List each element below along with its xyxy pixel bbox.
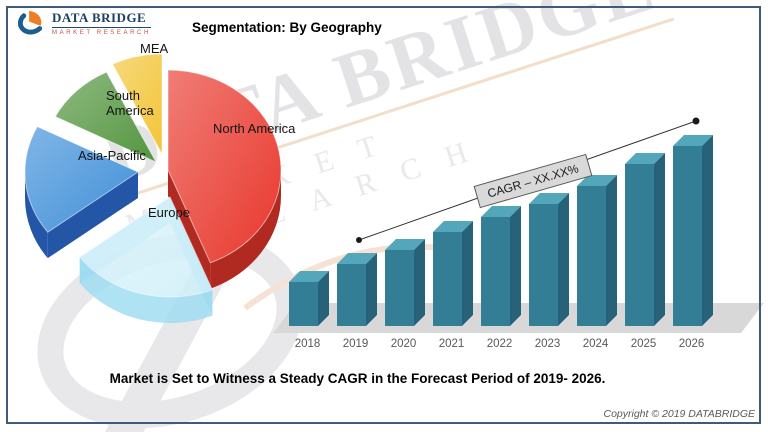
bar-side-2020: [414, 239, 425, 326]
pie-slice-north-america: [167, 69, 282, 264]
headline: Market is Set to Witness a Steady CAGR i…: [109, 371, 606, 386]
bar-top-2020: [385, 239, 425, 250]
bar-2026: [673, 146, 702, 326]
copyright: Copyright © 2019 DATABRIDGE: [603, 408, 756, 420]
pie-slice-cutwall-asia-pacific: [47, 172, 138, 259]
year-label-2023: 2023: [535, 338, 561, 350]
bar-2025: [625, 164, 654, 326]
year-label-2021: 2021: [439, 338, 465, 350]
bar-top-2025: [625, 153, 665, 164]
pie-label-north-america: North America: [213, 121, 296, 136]
trend-dot-start: [356, 237, 362, 243]
bar-side-2026: [702, 135, 713, 326]
bar-top-2021: [433, 221, 473, 232]
bar-top-2023: [529, 193, 569, 204]
pie-slice-side-asia-pacific: [25, 172, 48, 259]
databridge-logo: DATA BRIDGE MARKET RESEARCH: [14, 10, 151, 40]
bar-2018: [289, 282, 318, 326]
pie-slice-side-europe: [79, 257, 213, 323]
pie-label-line: America: [106, 103, 154, 118]
bar-2021: [433, 232, 462, 326]
year-label-2024: 2024: [583, 338, 609, 350]
pie-slice-side-north-america: [210, 170, 281, 289]
year-label-2026: 2026: [679, 338, 705, 350]
bar-2022: [481, 217, 510, 326]
cagr-label: CAGR – XX.XX%: [473, 153, 593, 209]
bar-2023: [529, 204, 558, 326]
bar-side-2024: [606, 175, 617, 326]
pie-slice-cutwall-north-america: [168, 170, 211, 289]
page-title: Segmentation: By Geography: [192, 20, 382, 35]
bar-side-2019: [366, 253, 377, 326]
year-label-2025: 2025: [631, 338, 657, 350]
pie-label-line: South: [106, 88, 140, 103]
pie-label-line: North America: [213, 121, 296, 136]
bar-side-2025: [654, 153, 665, 326]
trend-dot-end: [692, 117, 700, 125]
pie-label-europe: Europe: [148, 205, 190, 220]
year-label-2019: 2019: [343, 338, 369, 350]
bar-top-2024: [577, 175, 617, 186]
pie-label-asia-pacific: Asia-Pacific: [78, 148, 146, 163]
pie-slice-mea: [111, 53, 163, 155]
bar-top-2019: [337, 253, 377, 264]
year-label-2018: 2018: [295, 338, 321, 350]
bar-side-2022: [510, 206, 521, 326]
logo-name: DATA BRIDGE: [52, 10, 151, 28]
bar-side-2021: [462, 221, 473, 326]
bar-side-2023: [558, 193, 569, 326]
pie-slice-europe: [79, 196, 214, 298]
year-label-2022: 2022: [487, 338, 513, 350]
pie-slice-south-america: [54, 71, 158, 164]
cagr-label-box: [473, 153, 593, 209]
databridge-logo-icon: [17, 10, 43, 35]
logo-tagline: MARKET RESEARCH: [52, 30, 151, 36]
bar-top-2022: [481, 206, 521, 217]
bar-top-2026: [673, 135, 713, 146]
pie-label-south-america: South America: [106, 88, 154, 118]
pie-label-line: MEA: [140, 41, 169, 56]
pie-slice-asia-pacific: [24, 125, 140, 233]
pie-label-mea: MEA: [140, 41, 169, 56]
bar-top-2018: [289, 271, 329, 282]
year-label-2020: 2020: [391, 338, 417, 350]
bar-2024: [577, 186, 606, 326]
pie-label-line: Asia-Pacific: [78, 148, 146, 163]
bar-2019: [337, 264, 366, 326]
pie-label-line: Europe: [148, 205, 190, 220]
bar-2020: [385, 250, 414, 326]
bar-side-2018: [318, 271, 329, 326]
